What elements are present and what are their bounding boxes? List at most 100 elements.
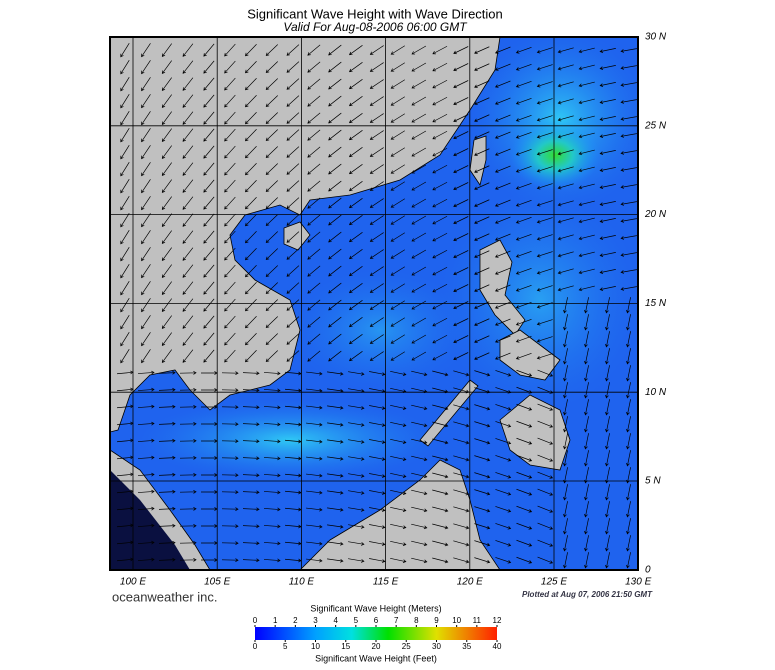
wave-arrow bbox=[307, 265, 321, 277]
wave-arrow bbox=[453, 131, 469, 140]
wave-arrow bbox=[265, 180, 278, 193]
wave-arrow bbox=[224, 332, 236, 346]
wave-arrow bbox=[161, 60, 172, 75]
wave-arrow bbox=[203, 196, 215, 210]
wave-arrow bbox=[536, 81, 553, 88]
wave-arrow bbox=[224, 111, 236, 125]
wave-arrow bbox=[515, 165, 532, 173]
wave-arrow bbox=[515, 97, 532, 105]
wave-arrow bbox=[141, 213, 151, 228]
wave-arrow bbox=[369, 45, 384, 55]
wave-arrow bbox=[411, 215, 427, 225]
wave-arrow bbox=[158, 506, 176, 511]
wave-arrow bbox=[263, 371, 281, 376]
title: Significant Wave Height with Wave Direct… bbox=[247, 6, 503, 21]
subtitle: Valid For Aug-08-2006 06:00 GMT bbox=[283, 20, 468, 34]
wave-arrow bbox=[494, 63, 511, 71]
wave-arrow bbox=[369, 215, 384, 225]
wave-arrow bbox=[244, 248, 257, 261]
wave-arrow bbox=[120, 145, 130, 160]
wave-arrow bbox=[120, 264, 130, 279]
wave-arrow bbox=[599, 252, 616, 257]
meters-tick-label: 1 bbox=[273, 616, 278, 625]
wave-arrow bbox=[307, 197, 321, 209]
wave-arrow bbox=[265, 95, 278, 108]
wave-arrow bbox=[411, 79, 427, 89]
wave-arrow bbox=[306, 439, 323, 444]
wave-arrow bbox=[161, 349, 172, 364]
wave-arrow bbox=[474, 114, 490, 122]
wave-arrow bbox=[557, 251, 574, 258]
wave-arrow bbox=[411, 351, 427, 361]
wave-arrow bbox=[515, 216, 532, 224]
wave-arrow bbox=[224, 349, 236, 363]
wave-arrow bbox=[265, 299, 278, 312]
wave-arrow bbox=[158, 472, 176, 477]
wave-arrow bbox=[599, 116, 616, 121]
wave-arrow bbox=[244, 95, 257, 108]
wave-arrow bbox=[221, 371, 239, 375]
wave-arrow bbox=[286, 248, 300, 260]
wave-arrow bbox=[286, 299, 300, 311]
wave-arrow bbox=[263, 405, 281, 410]
wave-arrow bbox=[563, 501, 568, 518]
wave-arrow bbox=[563, 365, 568, 382]
wave-arrow bbox=[599, 133, 616, 138]
wave-arrow bbox=[265, 197, 278, 210]
wave-arrow bbox=[141, 60, 151, 75]
wave-arrow bbox=[120, 349, 130, 364]
wave-arrow bbox=[537, 403, 554, 411]
lon-label: 100 E bbox=[120, 577, 146, 588]
wave-arrow bbox=[432, 421, 449, 428]
wave-arrow bbox=[536, 115, 553, 122]
wave-arrow bbox=[203, 179, 215, 193]
wave-arrow bbox=[244, 44, 257, 57]
meters-tick-label: 3 bbox=[313, 616, 318, 625]
wave-arrow bbox=[141, 179, 151, 194]
wave-arrow bbox=[453, 216, 469, 225]
wave-arrow bbox=[369, 164, 384, 174]
wave-arrow bbox=[620, 82, 637, 87]
wave-arrow bbox=[285, 456, 302, 461]
wave-arrow bbox=[286, 350, 300, 362]
wave-arrow bbox=[221, 490, 239, 494]
wave-arrow bbox=[563, 331, 568, 348]
wave-arrow bbox=[578, 251, 595, 258]
wave-arrow bbox=[244, 265, 257, 278]
wave-arrow bbox=[182, 60, 194, 74]
wave-arrow bbox=[179, 388, 197, 392]
wave-arrow bbox=[495, 540, 512, 547]
wave-arrow bbox=[411, 283, 427, 293]
wave-arrow bbox=[348, 371, 365, 376]
wave-arrow bbox=[221, 405, 239, 409]
wave-arrow bbox=[137, 455, 155, 460]
wave-arrow bbox=[158, 523, 176, 528]
wave-arrow bbox=[161, 179, 172, 194]
wave-arrow bbox=[494, 352, 511, 360]
colorbar-title: Significant Wave Height (Feet) bbox=[315, 653, 437, 663]
feet-tick-label: 25 bbox=[402, 642, 411, 651]
wave-arrow bbox=[348, 181, 363, 192]
map bbox=[110, 37, 638, 570]
wave-arrow bbox=[203, 43, 215, 57]
wave-arrow bbox=[221, 507, 239, 511]
wave-arrow bbox=[474, 301, 490, 309]
wave-arrow bbox=[265, 350, 278, 363]
wave-arrow bbox=[369, 439, 386, 444]
feet-tick-label: 5 bbox=[283, 642, 288, 651]
wave-arrow bbox=[605, 314, 610, 331]
wave-arrow bbox=[599, 286, 616, 291]
wave-arrow bbox=[432, 130, 448, 140]
wave-arrow bbox=[348, 300, 363, 311]
wave-arrow bbox=[328, 180, 342, 192]
wave-arrow bbox=[599, 99, 616, 104]
wave-arrow bbox=[328, 44, 342, 56]
wave-arrow bbox=[244, 163, 257, 176]
wave-arrow bbox=[432, 45, 448, 55]
wave-arrow bbox=[182, 298, 194, 312]
wave-arrow bbox=[599, 269, 616, 274]
meters-tick-label: 4 bbox=[333, 616, 338, 625]
wave-arrow bbox=[494, 199, 511, 207]
wave-arrow bbox=[369, 507, 386, 512]
wave-arrow bbox=[120, 213, 130, 228]
